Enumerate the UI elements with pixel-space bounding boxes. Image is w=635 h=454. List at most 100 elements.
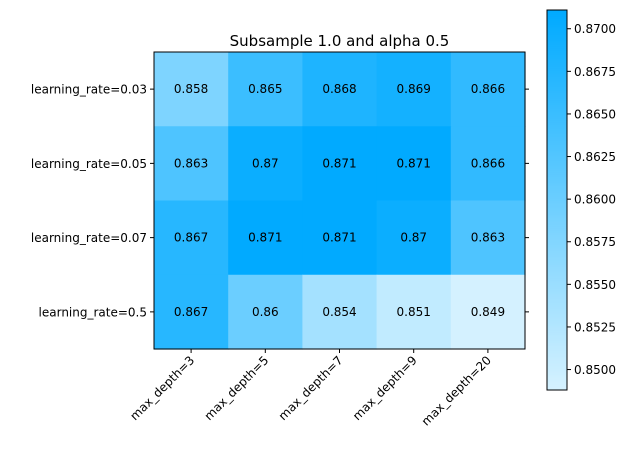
colorbar-segment <box>547 32 567 35</box>
colorbar-segment <box>547 172 567 175</box>
colorbar-segment <box>547 134 567 137</box>
colorbar-segment <box>547 170 567 173</box>
colorbar-segment <box>547 214 567 217</box>
colorbar-segment <box>547 38 567 41</box>
colorbar-segment <box>547 296 567 299</box>
heatmap-cell <box>302 274 378 350</box>
colorbar-segment <box>547 280 567 283</box>
colorbar-segment <box>547 276 567 279</box>
colorbar-segment <box>547 48 567 51</box>
chart-title: Subsample 1.0 and alpha 0.5 <box>230 32 450 50</box>
heatmap-cell <box>302 200 378 276</box>
colorbar-segment <box>547 340 567 343</box>
colorbar-segment <box>547 270 567 273</box>
colorbar-segment <box>547 316 567 319</box>
colorbar-segment <box>547 62 567 65</box>
heatmap-cell <box>154 274 229 350</box>
colorbar-segment <box>547 268 567 271</box>
heatmap-cell <box>154 200 229 276</box>
colorbar-segment <box>547 42 567 45</box>
x-axis-ticks: max_depth=3 max_depth=5 max_depth=7 max_dep… <box>127 349 494 428</box>
colorbar-segment <box>547 372 567 375</box>
colorbar-segment <box>547 308 567 311</box>
heatmap-cell <box>376 126 452 202</box>
cell-value-label: 0.871 <box>397 156 431 170</box>
cell-value-label: 0.871 <box>322 231 356 245</box>
colorbar-segment <box>547 88 567 91</box>
heatmap-cell <box>154 126 229 202</box>
colorbar-segment <box>547 250 567 253</box>
colorbar-segment <box>547 282 567 285</box>
colorbar-segment <box>547 306 567 309</box>
x-tick-label: max_depth=9 <box>350 353 420 423</box>
colorbar-segment <box>547 324 567 327</box>
colorbar-segment <box>547 30 567 33</box>
cell-value-label: 0.866 <box>471 156 505 170</box>
cell-value-label: 0.87 <box>252 156 279 170</box>
colorbar-segment <box>547 228 567 231</box>
colorbar-segment <box>547 72 567 75</box>
cell-value-label: 0.854 <box>322 305 356 319</box>
colorbar-segment <box>547 132 567 135</box>
colorbar-segment <box>547 314 567 317</box>
heatmap-cell <box>302 52 378 127</box>
colorbar-segment <box>547 136 567 139</box>
colorbar-segment <box>547 326 567 329</box>
cell-value-label: 0.87 <box>400 231 427 245</box>
colorbar-segment <box>547 64 567 67</box>
colorbar-segment <box>547 244 567 247</box>
colorbar-segment <box>547 380 567 383</box>
cell-value-label: 0.851 <box>397 305 431 319</box>
colorbar-segment <box>547 222 567 225</box>
colorbar-segment <box>547 12 567 15</box>
colorbar-segment <box>547 70 567 73</box>
colorbar-segment <box>547 368 567 371</box>
colorbar-segment <box>547 36 567 39</box>
colorbar-segment <box>547 194 567 197</box>
colorbar-segment <box>547 310 567 313</box>
cell-value-label: 0.863 <box>471 231 505 245</box>
colorbar-segment <box>547 382 567 385</box>
colorbar-segment <box>547 298 567 301</box>
colorbar-segment <box>547 354 567 357</box>
cell-value-label: 0.863 <box>174 156 208 170</box>
colorbar-tick-label: 0.8525 <box>574 320 616 334</box>
cell-value-label: 0.867 <box>174 305 208 319</box>
colorbar-segment <box>547 238 567 241</box>
heatmap-cell <box>450 274 526 350</box>
colorbar-segment <box>547 350 567 353</box>
colorbar-segment <box>547 16 567 19</box>
colorbar-segment <box>547 140 567 143</box>
colorbar-segment <box>547 126 567 129</box>
colorbar-segment <box>547 152 567 155</box>
colorbar-segment <box>547 54 567 57</box>
colorbar-segment <box>547 66 567 69</box>
colorbar-segment <box>547 130 567 133</box>
cell-value-label: 0.868 <box>322 82 356 96</box>
colorbar-segment <box>547 344 567 347</box>
colorbar-segment <box>547 248 567 251</box>
colorbar-segment <box>547 274 567 277</box>
colorbar-segment <box>547 388 567 391</box>
colorbar-segment <box>547 210 567 213</box>
colorbar-segment <box>547 80 567 83</box>
colorbar-segment <box>547 374 567 377</box>
colorbar-frame <box>546 9 568 391</box>
heatmap-cell <box>302 126 378 202</box>
colorbar-segment <box>547 52 567 55</box>
colorbar-tick-label: 0.8700 <box>574 22 616 36</box>
colorbar-segment <box>547 364 567 367</box>
colorbar-segment <box>547 116 567 119</box>
colorbar-segment <box>547 260 567 263</box>
heatmap-cell <box>228 52 303 127</box>
colorbar-segment <box>547 226 567 229</box>
colorbar-segment <box>547 124 567 127</box>
colorbar-segment <box>547 216 567 219</box>
colorbar-tick-label: 0.8550 <box>574 278 616 292</box>
colorbar-segment <box>547 384 567 387</box>
colorbar-segment <box>547 266 567 269</box>
colorbar-segment <box>547 138 567 141</box>
colorbar-segment <box>547 90 567 93</box>
cell-value-label: 0.867 <box>174 231 208 245</box>
